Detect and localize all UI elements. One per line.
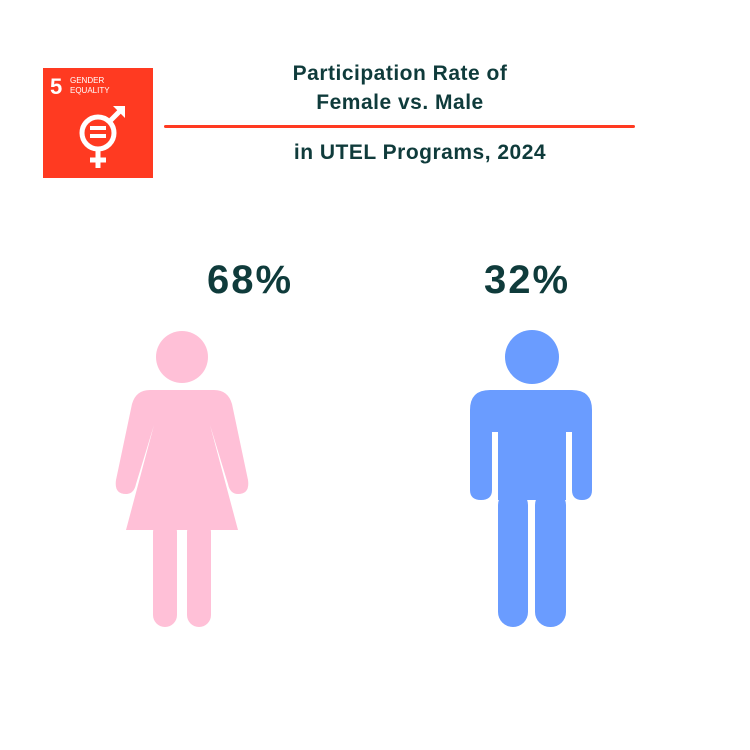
sdg-label: GENDER EQUALITY: [70, 76, 110, 96]
sdg-label-line2: EQUALITY: [70, 86, 110, 95]
title-line-1: Participation Rate of: [292, 62, 508, 85]
female-percentage-label: 68%: [206, 258, 294, 302]
male-percentage-label: 32%: [483, 258, 571, 302]
sdg-label-line1: GENDER: [70, 76, 105, 85]
title-line-2: Female vs. Male: [316, 91, 484, 114]
female-figure-icon: [115, 331, 249, 627]
title-line-3: in UTEL Programs, 2024: [293, 141, 547, 164]
title-divider: [164, 125, 635, 128]
sdg-number: 5: [50, 74, 63, 99]
gender-equality-icon: [79, 106, 125, 168]
sdg5-gender-equality-badge: 5 GENDER EQUALITY: [43, 68, 153, 178]
male-figure-icon: [470, 330, 592, 627]
